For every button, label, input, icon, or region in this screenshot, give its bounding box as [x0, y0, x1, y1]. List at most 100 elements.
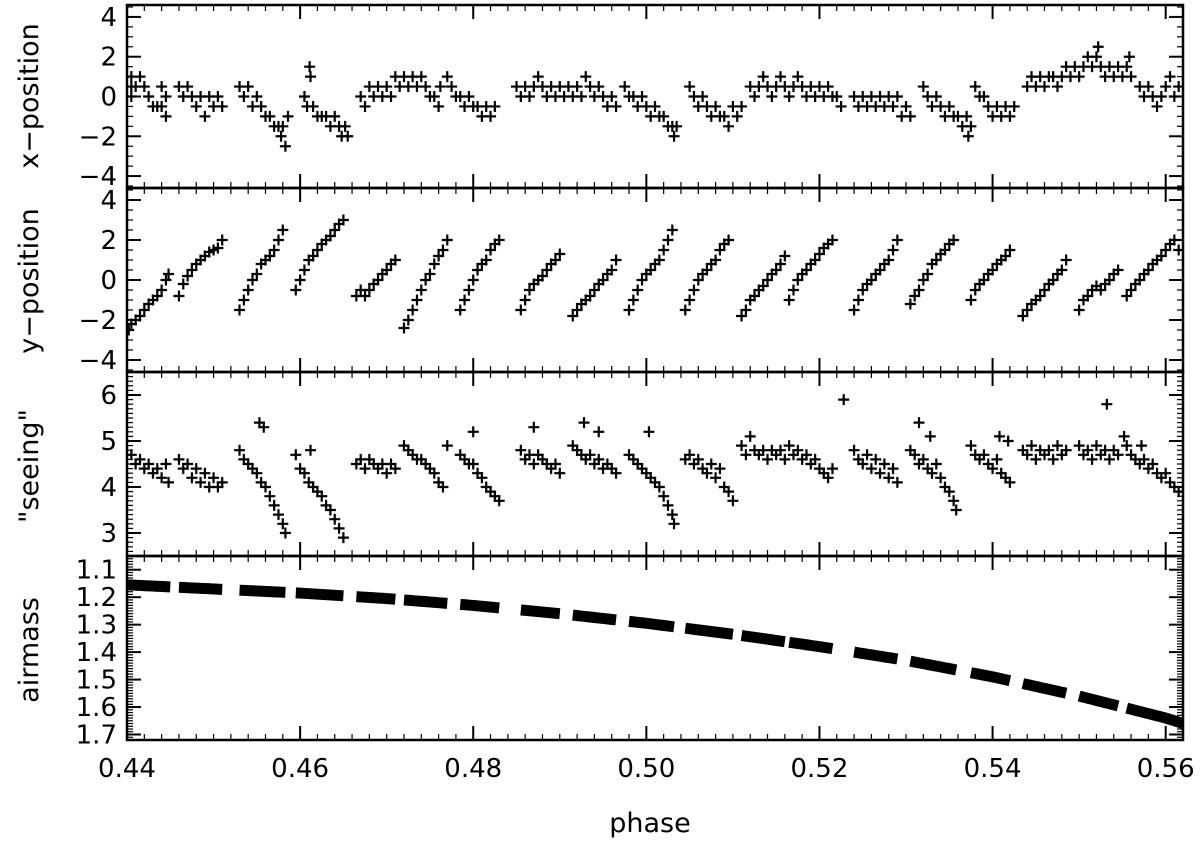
- data-point: [740, 304, 752, 316]
- data-point: [143, 458, 155, 470]
- data-point: [1002, 435, 1014, 447]
- data-point: [904, 298, 916, 310]
- data-point: [848, 444, 860, 456]
- data-point: [251, 467, 263, 479]
- data-point: [415, 284, 427, 296]
- data-point: [575, 91, 587, 102]
- data-point: [329, 224, 341, 236]
- data-point: [428, 91, 440, 102]
- data-point: [333, 522, 345, 534]
- data-point: [311, 244, 323, 256]
- data-point: [1047, 453, 1059, 465]
- data-point: [1135, 440, 1147, 452]
- data-point: [467, 274, 479, 286]
- data-point: [887, 100, 899, 112]
- data-point: [234, 444, 246, 456]
- y-tick-label: −2: [79, 306, 117, 336]
- data-point: [1121, 290, 1133, 302]
- data-point: [965, 294, 977, 306]
- data-point: [718, 110, 730, 122]
- data-point: [662, 499, 674, 511]
- data-point: [792, 71, 804, 83]
- data-point: [723, 486, 735, 498]
- data-point: [917, 453, 929, 465]
- data-point: [1095, 284, 1107, 296]
- data-point: [1021, 449, 1033, 461]
- data-point: [298, 264, 310, 276]
- data-point: [705, 458, 717, 470]
- data-point: [290, 284, 302, 296]
- data-point: [1039, 81, 1051, 93]
- data-point: [666, 224, 678, 236]
- data-point: [208, 472, 220, 484]
- data-point: [610, 467, 622, 479]
- data-point: [359, 290, 371, 302]
- data-point: [597, 274, 609, 286]
- data-point: [917, 274, 929, 286]
- data-point: [143, 91, 155, 102]
- data-point: [887, 244, 899, 256]
- data-point: [636, 91, 648, 102]
- data-point: [1142, 81, 1154, 93]
- data-point: [744, 430, 756, 442]
- data-point: [258, 421, 270, 433]
- data-point: [891, 91, 903, 102]
- data-point: [684, 449, 696, 461]
- data-point: [304, 61, 316, 73]
- data-point: [305, 444, 317, 456]
- data-point: [926, 467, 938, 479]
- data-point: [662, 234, 674, 246]
- data-point: [740, 449, 752, 461]
- data-point: [381, 264, 393, 276]
- data-point: [1051, 81, 1063, 93]
- data-point: [831, 91, 843, 102]
- airmass-segment: [295, 587, 344, 602]
- data-point: [160, 274, 172, 286]
- data-point: [389, 254, 401, 266]
- airmass-segment: [628, 615, 675, 633]
- data-point: [160, 458, 172, 470]
- panel-x-position: −4 −2 0 2 4 x−position: [14, 3, 1185, 192]
- data-point: [593, 426, 605, 438]
- data-point: [800, 264, 812, 276]
- data-point: [965, 120, 977, 132]
- data-point: [1160, 244, 1172, 256]
- airmass-segment: [788, 636, 834, 655]
- data-point: [554, 248, 566, 260]
- data-point: [723, 234, 735, 246]
- data-point: [1026, 440, 1038, 452]
- data-point: [282, 110, 294, 122]
- data-point: [363, 284, 375, 296]
- data-point: [151, 463, 163, 475]
- data-point: [177, 278, 189, 290]
- data-point: [476, 472, 488, 484]
- data-point: [1151, 100, 1163, 112]
- data-point: [775, 444, 787, 456]
- y-tick-label: 0: [100, 83, 117, 113]
- data-point: [978, 91, 990, 102]
- data-point: [627, 294, 639, 306]
- panel-frame: [125, 554, 1185, 742]
- data-point: [731, 110, 743, 122]
- data-point: [792, 444, 804, 456]
- panels-layer: −4 −2 0 2 4 x−position −4 −2 0 2 4 y−position 3 4 5 6 "s…: [14, 3, 1195, 784]
- data-point: [381, 467, 393, 479]
- y-tick-label: 1.7: [76, 721, 117, 751]
- data-point: [969, 284, 981, 296]
- airmass-segment: [403, 594, 448, 609]
- data-point: [186, 472, 198, 484]
- panel-y-position: −4 −2 0 2 4 y−position: [14, 186, 1185, 376]
- data-point: [324, 504, 336, 516]
- data-point: [710, 100, 722, 112]
- data-point: [398, 322, 410, 334]
- data-point: [619, 81, 631, 93]
- data-point: [138, 81, 150, 93]
- data-point: [307, 100, 319, 112]
- data-point: [279, 527, 291, 539]
- data-point: [523, 91, 535, 102]
- data-point: [930, 458, 942, 470]
- data-point: [943, 100, 955, 112]
- data-point: [1092, 41, 1104, 53]
- data-point: [1164, 71, 1176, 83]
- data-point: [917, 81, 929, 93]
